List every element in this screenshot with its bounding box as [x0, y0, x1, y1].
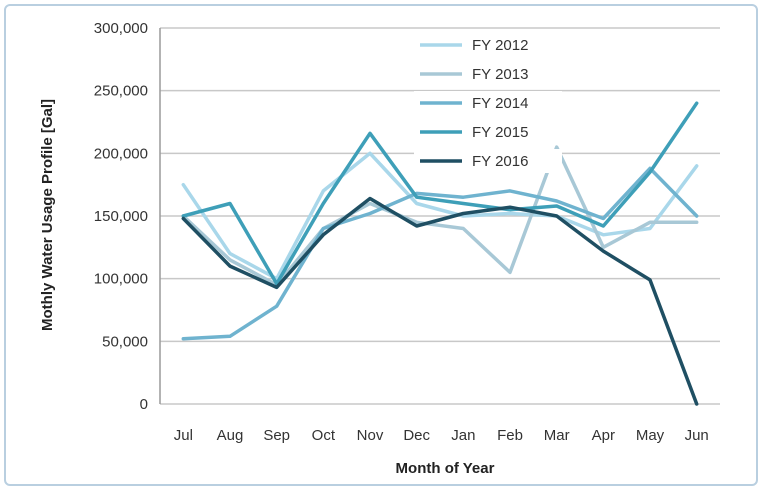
series-line	[181, 151, 699, 281]
y-axis-title: Mothly Water Usage Profile [Gal]	[39, 99, 56, 331]
series-line	[181, 196, 699, 406]
series-line	[181, 145, 699, 287]
x-tick-label: May	[636, 427, 665, 444]
x-tick-label: Oct	[312, 427, 336, 444]
legend-label: FY 2015	[472, 124, 528, 141]
y-axis-ticks: 0 50,000 100,000 150,000 200,000 250,000 300,0…	[94, 20, 148, 413]
legend-label: FY 2014	[472, 95, 528, 112]
legend-label: FY 2012	[472, 37, 528, 54]
legend-label: FY 2013	[472, 66, 528, 83]
x-tick-label: Sep	[263, 427, 290, 444]
y-tick-label: 150,000	[94, 208, 148, 225]
y-tick-label: 300,000	[94, 20, 148, 37]
y-tick-label: 250,000	[94, 83, 148, 100]
x-tick-label: Jun	[685, 427, 709, 444]
x-tick-label: Jan	[451, 427, 475, 444]
series-lines	[181, 101, 699, 406]
x-tick-label: Aug	[217, 427, 244, 444]
x-tick-label: Feb	[497, 427, 523, 444]
x-axis-title: Month of Year	[396, 460, 495, 477]
y-tick-label: 0	[140, 396, 148, 413]
y-tick-label: 200,000	[94, 145, 148, 162]
x-tick-label: Dec	[403, 427, 430, 444]
series-line	[181, 166, 699, 341]
series-line	[181, 101, 699, 286]
y-tick-label: 100,000	[94, 271, 148, 288]
x-tick-label: Apr	[592, 427, 615, 444]
x-tick-label: Mar	[544, 427, 570, 444]
chart-frame	[4, 4, 758, 486]
legend: FY 2012 FY 2013 FY 2014 FY 2015 FY 2016	[414, 33, 562, 173]
x-axis-ticks: Jul Aug Sep Oct Nov Dec Jan Feb Mar Apr May Jun	[174, 427, 709, 444]
x-tick-label: Jul	[174, 427, 193, 444]
legend-label: FY 2016	[472, 153, 528, 170]
y-tick-label: 50,000	[102, 333, 148, 350]
x-tick-label: Nov	[357, 427, 384, 444]
